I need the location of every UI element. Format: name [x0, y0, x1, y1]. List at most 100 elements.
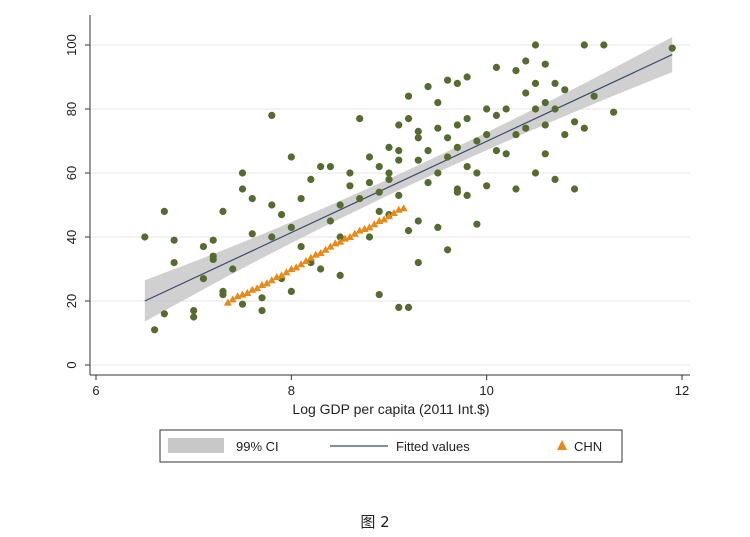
- data-point: [385, 175, 393, 183]
- data-point: [463, 191, 471, 199]
- data-point: [219, 291, 227, 299]
- y-tick-label: 40: [64, 230, 79, 244]
- data-point: [375, 163, 383, 171]
- chn-point: [316, 249, 325, 256]
- data-point: [326, 163, 334, 171]
- data-point: [453, 121, 461, 129]
- x-tick-label: 12: [675, 383, 689, 398]
- data-point: [404, 227, 413, 235]
- data-point: [463, 115, 471, 123]
- data-point: [414, 217, 422, 225]
- data-point: [209, 252, 217, 260]
- data-point: [365, 179, 374, 187]
- data-point: [375, 188, 383, 196]
- legend-ci-label: 99% CI: [236, 439, 279, 454]
- data-point: [346, 182, 354, 190]
- data-point: [395, 303, 403, 311]
- chn-point: [326, 242, 335, 250]
- data-point: [385, 143, 393, 151]
- data-point: [610, 108, 618, 116]
- x-axis-label: Log GDP per capita (2011 Int.$): [292, 401, 489, 417]
- chn-point: [301, 257, 310, 264]
- data-point: [531, 169, 540, 177]
- x-tick-label: 10: [479, 383, 493, 398]
- data-point: [483, 131, 491, 139]
- data-point: [453, 143, 461, 151]
- chn-point: [262, 279, 271, 287]
- data-point: [561, 131, 569, 139]
- legend-chn-swatch: [557, 440, 567, 450]
- chn-point: [243, 289, 252, 296]
- data-point: [199, 243, 208, 251]
- data-point: [444, 134, 452, 142]
- data-point: [444, 153, 452, 161]
- data-point: [170, 236, 178, 244]
- data-point: [317, 265, 325, 273]
- x-tick-label: 8: [288, 383, 295, 398]
- data-point: [453, 79, 461, 87]
- legend-box: [159, 429, 623, 463]
- y-tick-label: 100: [64, 34, 79, 56]
- data-point: [453, 188, 461, 196]
- data-point: [522, 124, 530, 132]
- data-point: [541, 150, 549, 158]
- data-point: [385, 169, 393, 177]
- data-point: [190, 307, 198, 315]
- data-point: [297, 195, 305, 203]
- data-point: [434, 223, 442, 231]
- data-point: [444, 246, 452, 254]
- data-point: [434, 169, 442, 177]
- data-point: [434, 99, 442, 107]
- data-point: [268, 201, 276, 209]
- chn-point: [228, 295, 237, 303]
- data-point: [424, 147, 432, 155]
- data-point: [336, 271, 344, 279]
- data-point: [346, 169, 354, 177]
- y-tick-label: 0: [64, 361, 79, 368]
- legend-fit-label: Fitted values: [396, 439, 470, 454]
- chn-point: [253, 284, 262, 292]
- fit-line-segment: [144, 54, 673, 302]
- data-point: [522, 89, 530, 97]
- data-point: [590, 92, 598, 100]
- data-point: [531, 105, 540, 113]
- chn-point: [292, 263, 301, 271]
- chn-point: [350, 229, 359, 237]
- chn-point: [345, 233, 354, 240]
- confidence-band: [144, 37, 673, 322]
- data-point: [531, 79, 540, 87]
- data-point: [414, 127, 422, 135]
- chn-point: [336, 237, 345, 245]
- data-point: [356, 195, 364, 203]
- legend-chn-label: CHN: [574, 439, 602, 454]
- data-point: [160, 207, 168, 215]
- data-point: [414, 259, 422, 267]
- data-point: [473, 137, 481, 145]
- data-point: [238, 185, 247, 193]
- x-tick-label: 6: [92, 383, 99, 398]
- data-point: [522, 57, 530, 65]
- data-point: [473, 220, 481, 228]
- data-point: [375, 207, 383, 215]
- data-point: [365, 233, 374, 241]
- data-point: [463, 73, 471, 81]
- data-point: [395, 121, 403, 129]
- data-point: [492, 63, 501, 71]
- data-point: [297, 243, 305, 251]
- data-point: [238, 169, 247, 177]
- chn-point: [223, 298, 232, 306]
- data-point: [424, 179, 432, 187]
- chn-point: [399, 204, 408, 212]
- data-point: [395, 156, 403, 164]
- chn-point: [277, 271, 286, 279]
- data-point: [404, 115, 413, 123]
- data-point: [434, 124, 442, 132]
- chn-point: [389, 209, 398, 216]
- data-point: [414, 156, 422, 164]
- data-point: [512, 67, 520, 75]
- data-point: [326, 217, 334, 225]
- data-point: [336, 201, 344, 209]
- y-tick-label: 80: [64, 102, 79, 116]
- data-point: [541, 60, 549, 68]
- data-point: [531, 41, 540, 49]
